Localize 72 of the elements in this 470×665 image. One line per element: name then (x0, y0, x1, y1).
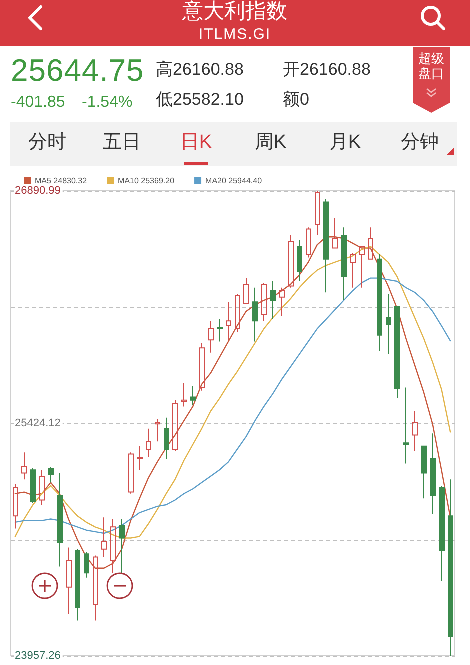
text: 月K (328, 131, 362, 155)
candlestick (181, 382, 187, 408)
candlestick (297, 240, 302, 282)
candlestick (261, 282, 267, 322)
text: 开26160.88 (283, 60, 371, 80)
candlestick (252, 287, 258, 342)
candlestick (208, 320, 214, 354)
candlestick (172, 400, 178, 452)
text: 低25582.10 (156, 90, 244, 110)
candlestick (421, 446, 427, 500)
legend-label: MA5 24830.32 (35, 176, 88, 186)
candlestick (279, 287, 285, 317)
candlestick (288, 235, 294, 288)
candlestick (359, 246, 365, 288)
text: -1.54% (82, 94, 133, 112)
candlestick (350, 252, 356, 288)
text: 25644.75 (11, 53, 144, 89)
candlestick (101, 517, 107, 558)
candlestick (155, 418, 160, 442)
candlestick (315, 190, 320, 236)
candlestick (270, 281, 276, 320)
candlestick (190, 386, 196, 406)
ribbon-badge: 超级盘口 (413, 47, 450, 113)
y-tick-label: 23957.26 (15, 650, 61, 662)
candlestick (439, 485, 445, 582)
candlestick (226, 302, 231, 341)
text: 额0 (283, 90, 310, 110)
candlestick (66, 547, 72, 615)
candlestick (386, 294, 391, 355)
text: 分时 (27, 131, 68, 155)
candlestick (48, 466, 54, 484)
text: 高26160.88 (156, 60, 244, 80)
candlestick (199, 342, 205, 392)
candlestick (137, 446, 143, 471)
legend-label: MA10 25369.20 (118, 176, 176, 186)
candlestick (21, 452, 27, 480)
candlestick (394, 306, 400, 399)
candlestick (146, 428, 151, 458)
candlestick (217, 319, 223, 342)
candlestick (84, 552, 89, 578)
candlestick (57, 472, 63, 568)
candlestick (323, 198, 329, 294)
candlestick (119, 518, 125, 574)
candlestick (128, 452, 134, 494)
candlestick (30, 468, 36, 504)
candlestick (243, 278, 249, 304)
text: 周K (254, 131, 288, 155)
candlestick (403, 387, 409, 464)
text: -401.85 (11, 94, 66, 112)
y-tick-label: 25424.12 (15, 418, 61, 430)
candlestick (93, 555, 98, 622)
chart-title: 意大利指数 (182, 0, 288, 24)
candlestick (39, 470, 45, 506)
legend-label: MA20 25944.40 (206, 176, 263, 186)
candlestick (235, 294, 240, 333)
candlestick (75, 548, 80, 622)
candlestick (377, 254, 382, 352)
text: 五日 (102, 131, 142, 155)
text: 分钟 (400, 131, 440, 155)
candlestick (164, 417, 169, 460)
chart-subtitle: ITLMS.GI (198, 26, 272, 43)
candlestick (341, 227, 347, 302)
candlestick (448, 479, 453, 656)
candlestick (306, 227, 311, 258)
candlestick (368, 227, 373, 260)
candlestick (13, 484, 18, 530)
candlestick (110, 518, 116, 574)
candlestick (430, 433, 436, 515)
y-tick-label: 26890.99 (15, 185, 61, 197)
candlestick (332, 218, 338, 249)
text: 日K (179, 131, 214, 155)
candlestick (412, 410, 418, 452)
